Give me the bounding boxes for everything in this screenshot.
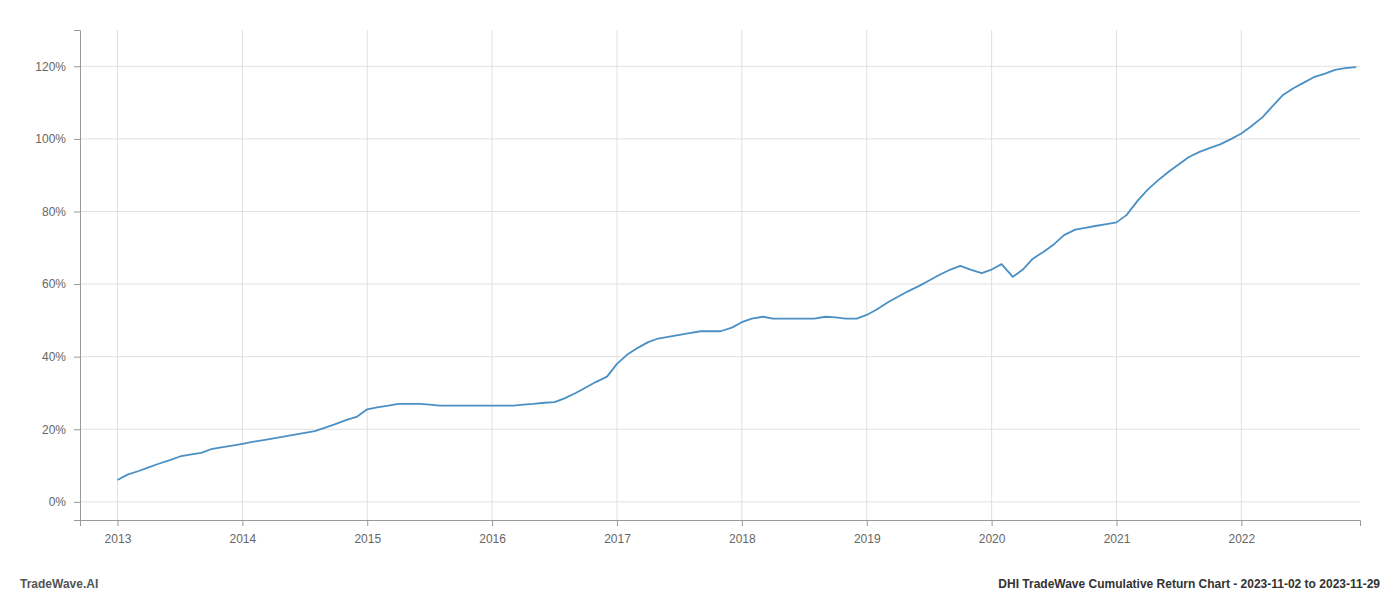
x-tick-mark [117,520,118,526]
y-tick-mark [74,357,80,358]
grid-line-x [1116,30,1117,520]
y-tick-mark [74,66,80,67]
grid-line-y [80,138,1360,139]
grid-line-x [367,30,368,520]
x-tick-mark [867,520,868,526]
y-tick: 0% [49,495,80,509]
x-tick: 2015 [354,520,381,546]
y-tick: 100% [35,132,80,146]
x-tick: 2017 [604,520,631,546]
y-tick-label: 60% [42,277,66,291]
footer-left: TradeWave.AI [20,577,98,591]
x-tick: 2014 [229,520,256,546]
grid [80,30,1360,520]
grid-line-x [117,30,118,520]
x-tick: 2019 [854,520,881,546]
y-tick-mark [74,284,80,285]
x-tick: 2022 [1229,520,1256,546]
y-tick: 80% [42,205,80,219]
grid-line-y [80,211,1360,212]
line [117,67,1356,480]
y-tick-label: 100% [35,132,66,146]
grid-line-x [492,30,493,520]
plot-area [117,67,1356,480]
x-tick-label: 2015 [354,532,381,546]
grid-line-x [991,30,992,520]
y-axis-line [74,31,81,521]
x-tick-mark [492,520,493,526]
grid-line-x [242,30,243,520]
x-axis-line [81,521,1361,527]
y-tick-label: 40% [42,350,66,364]
x-tick: 2016 [479,520,506,546]
x-tick-label: 2018 [729,532,756,546]
y-tick-mark [74,502,80,503]
y-tick-label: 0% [49,495,67,509]
x-tick-label: 2016 [479,532,506,546]
x-tick-label: 2017 [604,532,631,546]
grid-line-x [616,30,617,520]
x-tick: 2013 [105,520,132,546]
title: DHI TradeWave Cumulative Return Chart - … [998,577,1380,591]
x-tick: 2018 [729,520,756,546]
y-tick: 40% [42,350,80,364]
y-tick-mark [74,429,80,430]
x-tick-mark [1116,520,1117,526]
grid-line-x [866,30,867,520]
x-tick-label: 2013 [105,532,132,546]
grid-line-y [80,356,1360,357]
y-tick-mark [74,211,80,212]
x-tick-mark [617,520,618,526]
x-tick-label: 2021 [1104,532,1131,546]
x-tick-label: 2019 [854,532,881,546]
y-tick-label: 20% [42,423,66,437]
x-tick-mark [992,520,993,526]
grid-line-x [1241,30,1242,520]
grid-line-y [80,66,1360,67]
x-tick-mark [742,520,743,526]
x-tick: 2020 [979,520,1006,546]
x-tick-mark [1241,520,1242,526]
grid-line-x [741,30,742,520]
x-tick-label: 2022 [1229,532,1256,546]
x-tick-mark [367,520,368,526]
x-tick-mark [242,520,243,526]
y-tick-label: 80% [42,205,66,219]
grid-line-y [80,501,1360,502]
x-axis: 2013 2014 2015 2016 2017 2018 2019 2020 2021 2022 [81,520,1361,546]
y-tick: 60% [42,277,80,291]
y-tick: 120% [35,60,80,74]
chart: 2013 2014 2015 2016 2017 2018 2019 2020 2021 2022… [0,0,1400,600]
x-tick-label: 2014 [229,532,256,546]
y-tick-mark [74,139,80,140]
grid-line-y [80,284,1360,285]
y-axis: 0% 20% 40% 60% 80% 100% 120% [35,31,80,521]
x-tick: 2021 [1104,520,1131,546]
grid-line-y [80,429,1360,430]
y-tick-label: 120% [35,60,66,74]
y-tick: 20% [42,423,80,437]
x-tick-label: 2020 [979,532,1006,546]
